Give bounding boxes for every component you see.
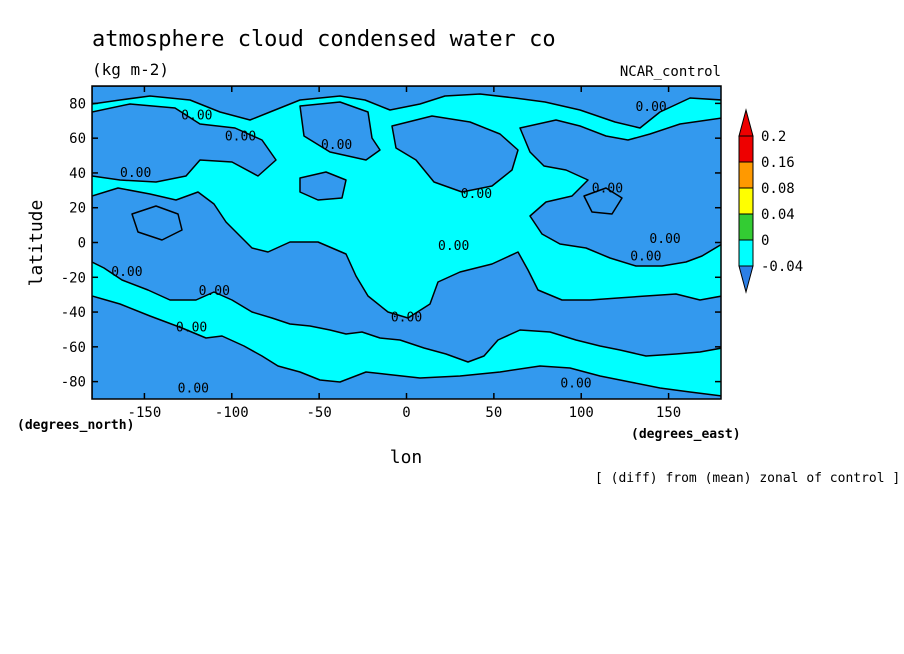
y-tick-label: 60 — [69, 131, 86, 147]
negative-region — [299, 101, 381, 161]
negative-region — [299, 171, 347, 201]
contour-label: 0.00 — [630, 249, 661, 264]
negative-region — [92, 187, 721, 363]
chart-title: atmosphere cloud condensed water co — [92, 27, 556, 52]
contour-label: 0.00 — [176, 321, 207, 336]
contour-labels: 0.00 0.00 0.00 0.00 0.00 0.00 0.00 0.00 0.00 0.00… — [111, 100, 680, 397]
negative-region — [583, 187, 623, 215]
chart-units: (kg m-2) — [92, 60, 169, 79]
negative-region — [131, 205, 183, 241]
x-units-label: (degrees_east) — [631, 427, 741, 442]
colorbar-box — [738, 135, 754, 163]
y-tick-label: -20 — [61, 270, 86, 286]
colorbar-box — [738, 187, 754, 215]
dataset-label: NCAR_control — [620, 64, 721, 80]
x-axis: -150 -100 -50 0 50 100 150 — [128, 86, 681, 421]
contour-label: 0.00 — [111, 265, 142, 280]
contour-label: 0.00 — [120, 166, 151, 181]
x-tick-label: 100 — [569, 405, 594, 421]
y-tick-label: 20 — [69, 201, 86, 217]
y-tick-label: 80 — [69, 96, 86, 112]
x-tick-label: 50 — [485, 405, 502, 421]
x-axis-title: lon — [390, 447, 423, 468]
y-tick-label: -60 — [61, 340, 86, 356]
colorbar-label: 0.2 — [761, 129, 786, 145]
colorbar-box — [738, 213, 754, 241]
contour-label: 0.00 — [592, 182, 623, 197]
y-units-label: (degrees_north) — [17, 418, 134, 433]
y-tick-label: -40 — [61, 305, 86, 321]
y-tick-label: 40 — [69, 166, 86, 182]
colorbar-box — [738, 239, 754, 267]
x-tick-label: -150 — [128, 405, 162, 421]
contour-label: 0.00 — [178, 382, 209, 397]
contour-label: 0.00 — [391, 310, 422, 325]
y-axis: 80 60 40 20 0 -20 -40 -60 -80 — [61, 96, 721, 391]
contour-label: 0.00 — [199, 284, 230, 299]
contour-label: 0.00 — [649, 232, 680, 247]
contour-label: 0.00 — [461, 187, 492, 202]
colorbar-extend-high — [738, 108, 754, 137]
y-tick-label: -80 — [61, 375, 86, 391]
contour-label: 0.00 — [438, 239, 469, 254]
negative-region — [519, 117, 721, 267]
contour-label: 0.00 — [635, 100, 666, 115]
x-tick-label: 150 — [656, 405, 681, 421]
contour-label: 0.00 — [181, 109, 212, 124]
negative-region — [92, 295, 721, 399]
contour-label: 0.00 — [225, 129, 256, 144]
colorbar-label: 0.04 — [761, 207, 795, 223]
colorbar-label: 0.08 — [761, 181, 795, 197]
x-tick-label: 0 — [402, 405, 410, 421]
y-tick-label: 0 — [78, 236, 86, 252]
colorbar-label: 0 — [761, 233, 769, 249]
contour-label: 0.00 — [321, 138, 352, 153]
colorbar-box — [738, 161, 754, 189]
negative-region — [92, 86, 721, 129]
y-axis-title: latitude — [26, 200, 47, 287]
x-tick-label: -50 — [306, 405, 331, 421]
colorbar-label: -0.04 — [761, 259, 803, 275]
x-tick-label: -100 — [215, 405, 249, 421]
negative-region — [92, 103, 277, 183]
colorbar: -0.04 0 0.04 0.08 0.16 0.2 — [738, 108, 803, 294]
colorbar-extend-low — [738, 265, 754, 294]
plot-area: 0.00 0.00 0.00 0.00 0.00 0.00 0.00 0.00 0.00 0.00… — [91, 85, 722, 400]
negative-regions — [92, 86, 721, 399]
colorbar-label: 0.16 — [761, 155, 795, 171]
footnote: [ (diff) from (mean) zonal of control ] — [595, 471, 900, 486]
negative-region — [391, 115, 519, 193]
contour-label: 0.00 — [560, 376, 591, 391]
